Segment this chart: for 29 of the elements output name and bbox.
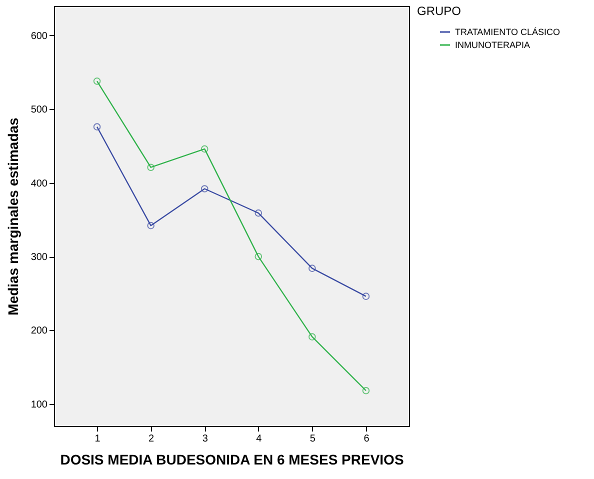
legend-label: TRATAMIENTO CLÁSICO xyxy=(455,27,560,37)
y-tick-label: 100 xyxy=(30,399,48,410)
point xyxy=(308,264,316,272)
x-tick-label: 2 xyxy=(148,434,155,444)
point xyxy=(147,222,154,230)
point xyxy=(93,123,101,130)
point xyxy=(254,209,262,217)
y-tick-label: 600 xyxy=(30,30,48,42)
x-tick-label: 5 xyxy=(310,434,316,444)
y-tick-label: 300 xyxy=(30,252,48,264)
point xyxy=(362,386,370,394)
y-tick-label: 500 xyxy=(30,104,48,116)
y-axis-title: Medias marginales estimadas xyxy=(4,117,21,316)
point xyxy=(362,292,370,300)
legend-title: GRUPO xyxy=(416,4,462,18)
point xyxy=(200,145,208,153)
x-tick-label: 6 xyxy=(364,434,370,444)
y-tick-label: 200 xyxy=(30,326,48,337)
point xyxy=(254,252,262,260)
x-tick-label: 4 xyxy=(256,434,262,444)
point xyxy=(308,333,316,340)
y-tick-label: 400 xyxy=(30,178,48,190)
x-tick-label: 1 xyxy=(94,434,101,444)
point xyxy=(147,164,154,172)
point xyxy=(93,78,101,85)
x-tick-label: 3 xyxy=(202,434,208,444)
legend-label: INMUNOTERAPIA xyxy=(455,40,530,50)
x-axis-title: DOSIS MEDIA BUDESONIDA EN 6 MESES PREVIOS xyxy=(60,452,404,468)
point xyxy=(200,185,208,192)
